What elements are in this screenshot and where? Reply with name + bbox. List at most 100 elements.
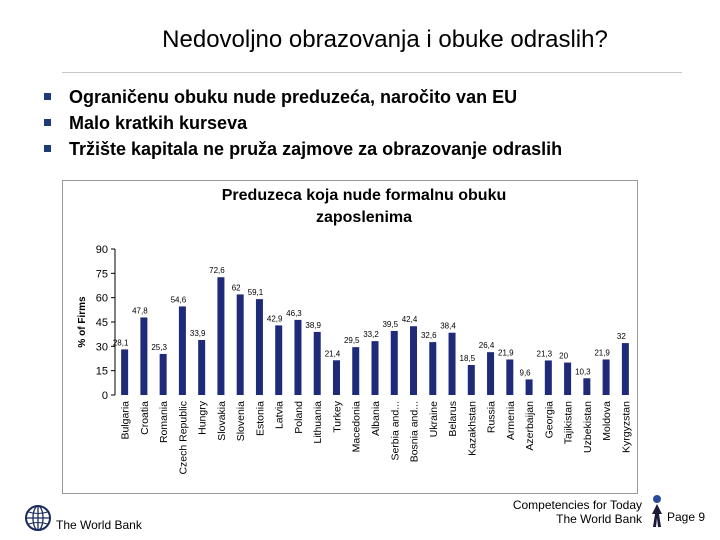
data-label: 33,2 xyxy=(363,330,379,339)
bar-16 xyxy=(410,326,418,395)
bullet-item: Tržište kapitala ne pruža zajmove za obr… xyxy=(44,136,704,162)
slide-title: Nedovoljno obrazovanja i obuke odraslih? xyxy=(162,26,608,53)
bar-8 xyxy=(255,299,263,395)
bar-18 xyxy=(448,332,456,395)
data-label: 47,8 xyxy=(132,306,148,315)
data-label: 42,9 xyxy=(267,314,283,323)
category-label: Serbia and... xyxy=(389,401,401,461)
category-label: Slovenia xyxy=(235,401,247,441)
footer-credit: Competencies for Today The World Bank xyxy=(513,498,642,526)
bar-21 xyxy=(506,359,514,395)
data-label: 21,3 xyxy=(537,349,553,358)
page-number: Page 9 xyxy=(667,510,706,524)
bar-26 xyxy=(602,359,610,395)
data-label: 39,5 xyxy=(382,320,398,329)
category-label: Kazakhstan xyxy=(466,401,478,456)
data-label: 38,9 xyxy=(305,321,321,330)
category-label: Latvia xyxy=(274,401,286,429)
y-axis-label: % of Firms xyxy=(77,296,88,348)
y-tick-label: 90 xyxy=(96,244,108,256)
y-tick-label: 0 xyxy=(102,390,108,402)
y-tick-label: 60 xyxy=(96,293,108,305)
bar-4 xyxy=(178,306,186,395)
bar-14 xyxy=(371,341,379,395)
data-label: 18,5 xyxy=(460,354,476,363)
category-label: Croatia xyxy=(139,401,151,435)
bar-5 xyxy=(198,340,206,395)
category-label: Macedonia xyxy=(351,401,363,453)
bar-12 xyxy=(332,360,340,395)
data-label: 9,6 xyxy=(520,368,532,377)
chart-frame: Preduzeca koja nude formalnu obuku zaposl… xyxy=(62,180,638,494)
data-label: 62 xyxy=(232,283,241,292)
data-label: 21,9 xyxy=(594,348,610,357)
bullet-text: Malo kratkih kurseva xyxy=(69,113,248,133)
person-figure-icon xyxy=(652,495,662,527)
y-tick-label: 75 xyxy=(96,268,108,280)
data-label: 32 xyxy=(617,332,626,341)
bar-9 xyxy=(275,325,283,395)
chart-title: zaposlenima xyxy=(316,209,412,226)
bar-10 xyxy=(294,319,302,395)
bar-6 xyxy=(217,277,225,395)
bar-19 xyxy=(467,364,475,395)
bar-chart: Preduzeca koja nude formalnu obuku zaposl… xyxy=(77,187,632,475)
category-label: Uzbekistan xyxy=(582,401,594,453)
bar-24 xyxy=(564,362,572,395)
y-tick-label: 30 xyxy=(96,341,108,353)
category-label: Kyrgyzstan xyxy=(620,401,632,453)
category-label: Lithuania xyxy=(312,401,324,444)
bar-25 xyxy=(583,378,591,395)
data-label: 38,4 xyxy=(440,322,456,331)
data-label: 20 xyxy=(559,352,568,361)
data-label: 54,6 xyxy=(171,295,187,304)
data-label: 10,3 xyxy=(575,367,591,376)
bar-3 xyxy=(159,353,167,395)
y-tick-label: 15 xyxy=(96,366,108,378)
category-label: Moldova xyxy=(601,401,613,441)
data-label: 29,5 xyxy=(344,336,360,345)
bullet-list: Ograničenu obuku nude preduzeća, naročit… xyxy=(44,84,704,162)
data-label: 21,4 xyxy=(325,349,341,358)
data-label: 32,6 xyxy=(421,331,437,340)
data-label: 72,6 xyxy=(209,266,225,275)
category-label: Azerbaijan xyxy=(524,401,536,451)
bar-20 xyxy=(487,352,495,395)
bar-23 xyxy=(544,360,552,395)
category-label: Romania xyxy=(158,401,170,443)
category-label: Russia xyxy=(486,401,498,433)
bullet-square-icon xyxy=(44,145,51,152)
bar-13 xyxy=(352,347,360,395)
data-label: 59,1 xyxy=(248,288,264,297)
footer-credit-line: Competencies for Today xyxy=(512,498,642,512)
category-label: Estonia xyxy=(254,401,266,436)
data-label: 42,4 xyxy=(402,315,418,324)
bar-2 xyxy=(140,317,148,395)
category-label: Tajikistan xyxy=(563,401,575,444)
globe-icon xyxy=(25,505,51,531)
category-label: Hungry xyxy=(197,400,209,435)
bullet-item: Ograničenu obuku nude preduzeća, naročit… xyxy=(44,84,704,110)
bullet-square-icon xyxy=(44,93,51,100)
category-label: Czech Republic xyxy=(177,401,189,475)
data-label: 33,9 xyxy=(190,329,206,338)
category-label: Georgia xyxy=(543,401,555,439)
bar-11 xyxy=(313,331,321,395)
data-label: 25,3 xyxy=(151,343,167,352)
category-label: Albania xyxy=(370,401,382,436)
category-label: Bulgaria xyxy=(120,401,132,440)
data-label: 21,9 xyxy=(498,348,514,357)
category-label: Turkey xyxy=(331,400,343,432)
bar-17 xyxy=(429,342,437,395)
bullet-item: Malo kratkih kurseva xyxy=(44,110,704,136)
data-label: 46,3 xyxy=(286,309,302,318)
bar-27 xyxy=(621,343,629,395)
bar-15 xyxy=(390,330,398,395)
category-label: Poland xyxy=(293,401,305,434)
footer-credit-line: The World Bank xyxy=(556,512,642,526)
category-label: Slovakia xyxy=(216,401,228,441)
category-label: Bosnia and... xyxy=(409,401,421,462)
bullet-text: Tržište kapitala ne pruža zajmove za obr… xyxy=(69,139,563,159)
bar-1 xyxy=(121,349,129,395)
bar-7 xyxy=(236,294,244,395)
